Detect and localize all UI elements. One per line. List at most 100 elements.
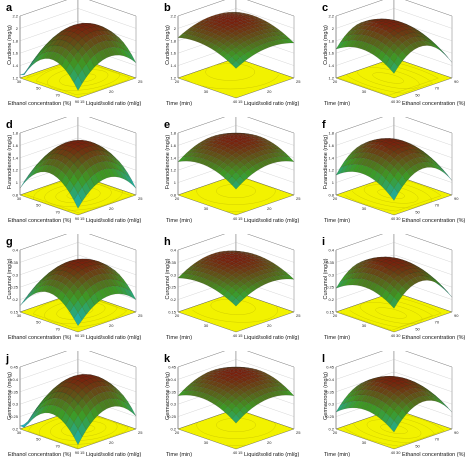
x-tick-label: 20 xyxy=(175,430,180,435)
z-tick-label: 2 xyxy=(174,26,177,31)
wall-gridline xyxy=(19,242,137,263)
floor-contour-line xyxy=(24,176,133,214)
z-tick-label: 0.15 xyxy=(168,310,177,315)
y-ticks: 15 20 25 xyxy=(80,196,143,221)
x-tick-label: 20 xyxy=(175,313,180,318)
floor-contour-line xyxy=(216,184,256,198)
response-surface xyxy=(19,23,137,91)
z-tick-label: 1 xyxy=(16,180,19,185)
wall-gridline xyxy=(177,242,295,263)
z-tick-label: 1.8 xyxy=(170,131,176,136)
response-surface xyxy=(19,258,137,326)
y-ticks: 30 50 70 90 xyxy=(396,79,459,104)
x-ticks: 30 50 70 90 xyxy=(17,79,80,104)
surface-facet xyxy=(231,180,241,190)
y-tick-label: 50 xyxy=(415,326,420,331)
z-tick-label: 1.6 xyxy=(170,51,176,56)
surface-facet xyxy=(389,62,399,74)
x-tick-label: 70 xyxy=(55,443,60,448)
z-axis-label: Curdione (mg/g) xyxy=(323,25,329,65)
panel-letter: g xyxy=(6,236,13,248)
y-tick-label: 50 xyxy=(415,92,420,97)
z-tick-label: 2.2 xyxy=(170,14,176,19)
y-tick-label: 70 xyxy=(435,203,440,208)
z-tick-label: 1.2 xyxy=(328,76,334,81)
y-axis-label: Liquid/solid ratio (ml/g) xyxy=(244,218,300,224)
z-tick-label: 0.2 xyxy=(12,297,18,302)
x-tick-label: 70 xyxy=(55,209,60,214)
x-tick-label: 40 xyxy=(233,99,238,104)
x-tick-label: 30 xyxy=(17,313,22,318)
response-surface xyxy=(19,374,137,446)
y-tick-label: 25 xyxy=(296,313,301,318)
z-ticks: 2.2 2 1.8 1.6 1.4 1.2 xyxy=(328,14,334,81)
x-tick-label: 40 xyxy=(391,450,396,455)
y-tick-label: 20 xyxy=(109,440,114,445)
x-ticks: 30 50 70 90 xyxy=(17,313,80,338)
wall-gridline xyxy=(335,359,453,380)
z-tick-label: 1.6 xyxy=(170,143,176,148)
y-ticks: 15 20 25 xyxy=(238,430,301,455)
z-tick-label: 0.8 xyxy=(12,193,18,198)
y-tick-label: 15 xyxy=(238,333,243,338)
z-axis-label: Curcumol (mg/g) xyxy=(165,258,171,300)
response-surface xyxy=(177,250,295,307)
y-axis-label: Ethanol concentration (%) xyxy=(402,218,466,224)
x-ticks: 30 50 70 90 xyxy=(17,430,80,455)
z-tick-label: 0.35 xyxy=(326,389,335,394)
x-tick-label: 50 xyxy=(36,86,41,91)
floor-contour-line xyxy=(196,177,276,205)
wall-gridline xyxy=(177,125,295,146)
x-tick-label: 30 xyxy=(204,440,209,445)
z-ticks: 0.4 0.35 0.3 0.25 0.2 0.15 xyxy=(10,248,19,315)
z-tick-label: 0.4 xyxy=(12,248,18,253)
floor-contour-line xyxy=(346,63,433,94)
surface-panel-b: 2.2 2 1.8 1.6 1.4 1.2 20 30 40 15 20 25 b Curdione (m… xyxy=(158,0,316,117)
z-tick-label: 0.45 xyxy=(10,365,19,370)
z-axis-label: Curdione (mg/g) xyxy=(165,25,171,65)
z-tick-label: 0.4 xyxy=(328,377,334,382)
y-tick-label: 15 xyxy=(80,333,85,338)
z-tick-label: 1 xyxy=(332,180,335,185)
z-tick-label: 1.2 xyxy=(328,168,334,173)
z-ticks: 2.2 2 1.8 1.6 1.4 1.2 xyxy=(170,14,176,81)
z-tick-label: 2 xyxy=(16,26,19,31)
y-tick-label: 15 xyxy=(80,450,85,455)
floor-contour-line xyxy=(196,411,276,439)
x-tick-label: 90 xyxy=(75,99,80,104)
y-tick-label: 25 xyxy=(296,196,301,201)
y-tick-label: 90 xyxy=(454,313,459,318)
panel-letter: b xyxy=(164,2,171,14)
z-tick-label: 0.25 xyxy=(168,285,177,290)
y-tick-label: 20 xyxy=(109,323,114,328)
wall-gridline xyxy=(177,8,295,29)
floor-contours xyxy=(196,411,276,446)
wall-gridline xyxy=(177,359,295,380)
surface-panel-h: 0.4 0.35 0.3 0.25 0.2 0.15 20 30 40 15 20 25 h Curcum… xyxy=(158,234,316,351)
floor-contours xyxy=(196,177,276,212)
z-tick-label: 0.4 xyxy=(170,377,176,382)
x-tick-label: 20 xyxy=(333,79,338,84)
floor-contour-line xyxy=(351,180,432,209)
z-tick-label: 0.3 xyxy=(328,402,334,407)
y-tick-label: 20 xyxy=(267,89,272,94)
floor-contours xyxy=(338,60,439,96)
surface-panel-e: 1.8 1.6 1.4 1.2 1 0.8 20 30 40 15 20 25 e Furanodieno… xyxy=(158,117,316,234)
floor-contour-line xyxy=(216,418,256,432)
z-ticks: 1.8 1.6 1.4 1.2 1 0.8 xyxy=(328,131,334,198)
surface-facet xyxy=(73,75,83,91)
y-axis-label: Liquid/solid ratio (ml/g) xyxy=(86,218,142,224)
y-tick-label: 70 xyxy=(435,437,440,442)
response-surface xyxy=(177,132,295,190)
z-axis-label: Curdione (mg/g) xyxy=(7,25,13,65)
z-tick-label: 0.35 xyxy=(10,260,19,265)
z-tick-label: 0.4 xyxy=(328,248,334,253)
x-axis-label: Time (min) xyxy=(324,218,351,224)
x-tick-label: 30 xyxy=(362,440,367,445)
x-axis-label: Time (min) xyxy=(166,335,193,341)
z-tick-label: 0.2 xyxy=(328,427,334,432)
x-tick-label: 30 xyxy=(362,206,367,211)
y-ticks: 30 50 70 90 xyxy=(396,430,459,455)
wall-gridline xyxy=(19,359,137,380)
